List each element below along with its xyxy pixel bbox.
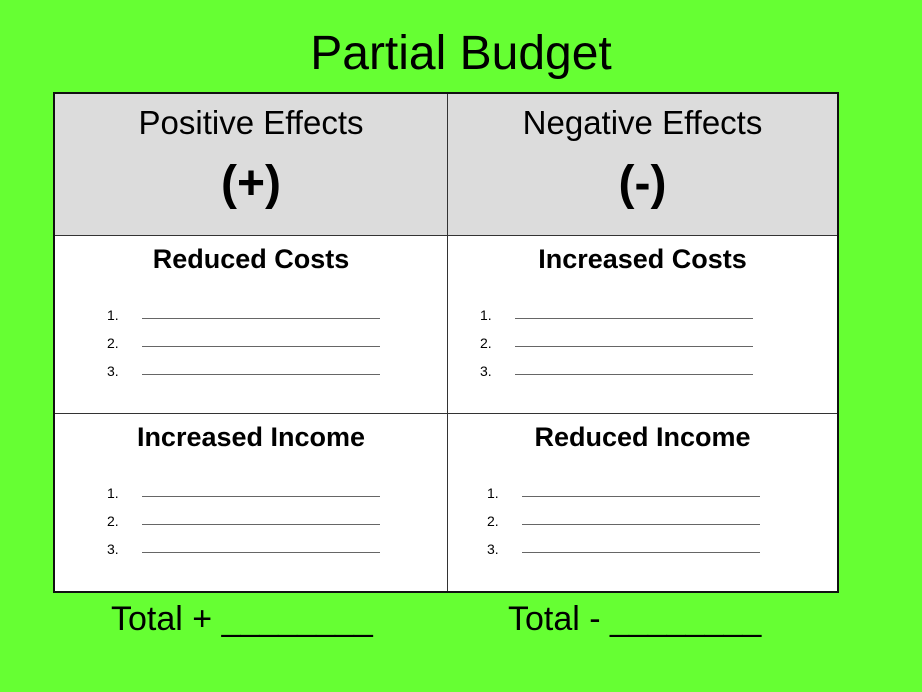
total-positive: Total + ________ — [111, 600, 373, 638]
blank-line — [515, 318, 753, 319]
item-number: 3. — [107, 541, 119, 557]
positive-header: Positive Effects — [138, 104, 364, 141]
blank-line — [142, 524, 380, 525]
list-item: 1. — [107, 473, 447, 501]
item-number: 3. — [107, 363, 119, 379]
item-number: 2. — [487, 513, 499, 529]
list-item: 3. — [487, 529, 837, 557]
list-item: 1. — [480, 295, 837, 323]
page-title: Partial Budget — [310, 27, 612, 80]
blank-line — [522, 524, 760, 525]
list-item: 3. — [107, 351, 447, 379]
item-number: 1. — [107, 485, 119, 501]
blank-line — [142, 496, 380, 497]
list-item: 2. — [487, 501, 837, 529]
reduced-costs-cell: Reduced Costs 1. 2. 3. — [55, 236, 447, 414]
item-number: 3. — [480, 363, 492, 379]
increased-income-cell: Increased Income 1. 2. 3. — [55, 414, 447, 591]
negative-header: Negative Effects — [522, 104, 763, 141]
reduced-income-cell: Reduced Income 1. 2. 3. — [447, 414, 837, 591]
list-item: 3. — [107, 529, 447, 557]
item-number: 1. — [107, 307, 119, 323]
blank-list: 1. 2. 3. — [448, 295, 837, 379]
list-item: 2. — [107, 323, 447, 351]
item-number: 1. — [487, 485, 499, 501]
item-number: 2. — [107, 513, 119, 529]
budget-table: Positive Effects (+) Negative Effects (-… — [53, 92, 839, 593]
section-title: Reduced Costs — [152, 244, 350, 274]
blank-line — [142, 374, 380, 375]
blank-line — [142, 318, 380, 319]
positive-sign: (+) — [221, 157, 281, 210]
blank-list: 1. 2. 3. — [55, 295, 447, 379]
section-title: Increased Costs — [538, 244, 747, 274]
item-number: 1. — [480, 307, 492, 323]
negative-header-cell: Negative Effects (-) — [447, 94, 837, 236]
list-item: 2. — [107, 501, 447, 529]
positive-header-cell: Positive Effects (+) — [55, 94, 447, 236]
blank-list: 1. 2. 3. — [448, 473, 837, 557]
item-number: 2. — [107, 335, 119, 351]
section-title: Increased Income — [136, 422, 366, 452]
increased-costs-cell: Increased Costs 1. 2. 3. — [447, 236, 837, 414]
blank-line — [515, 374, 753, 375]
total-negative: Total - ________ — [508, 600, 762, 638]
blank-line — [515, 346, 753, 347]
blank-line — [142, 552, 380, 553]
blank-line — [522, 552, 760, 553]
blank-list: 1. 2. 3. — [55, 473, 447, 557]
list-item: 1. — [487, 473, 837, 501]
item-number: 2. — [480, 335, 492, 351]
item-number: 3. — [487, 541, 499, 557]
negative-sign: (-) — [618, 157, 667, 210]
section-title: Reduced Income — [534, 422, 751, 452]
list-item: 1. — [107, 295, 447, 323]
list-item: 3. — [480, 351, 837, 379]
list-item: 2. — [480, 323, 837, 351]
blank-line — [522, 496, 760, 497]
blank-line — [142, 346, 380, 347]
